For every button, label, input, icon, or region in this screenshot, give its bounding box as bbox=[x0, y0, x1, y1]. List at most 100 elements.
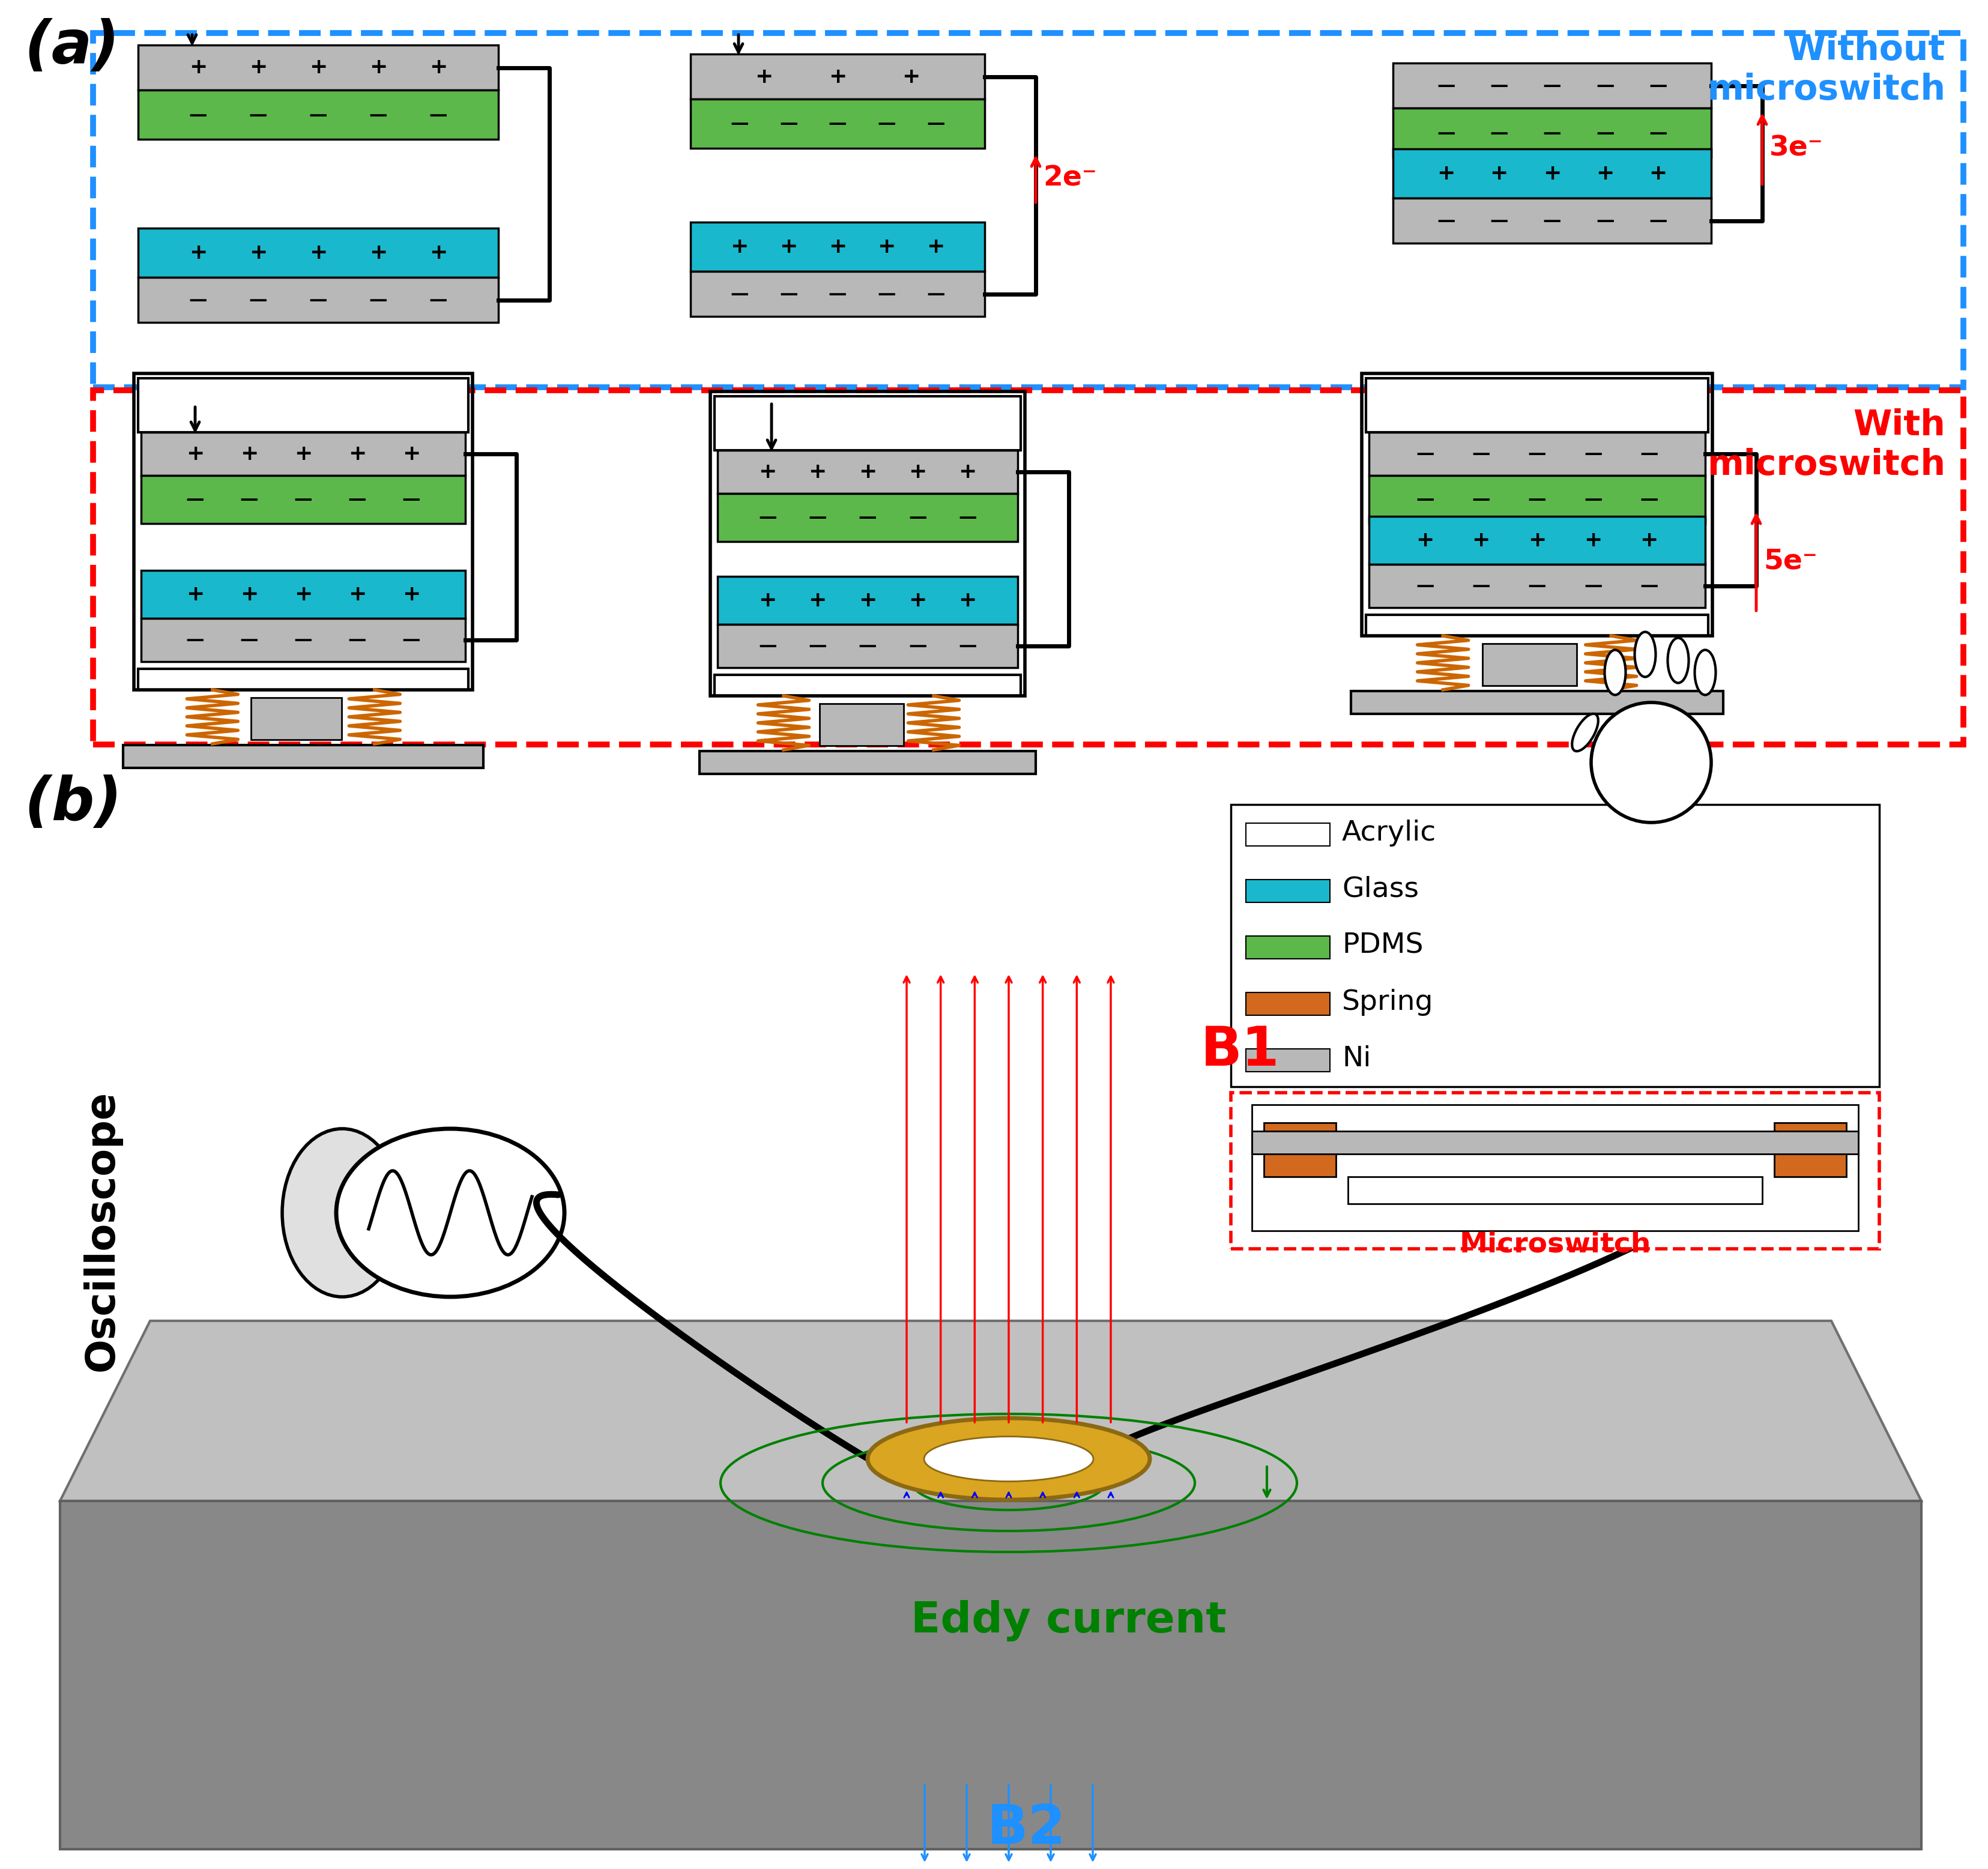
Ellipse shape bbox=[924, 1437, 1093, 1482]
Text: —: — bbox=[189, 292, 207, 308]
Text: —: — bbox=[370, 107, 388, 123]
Text: —: — bbox=[1437, 77, 1455, 93]
Text: —: — bbox=[730, 116, 749, 133]
Text: —: — bbox=[1415, 578, 1433, 594]
Text: —: — bbox=[1543, 77, 1561, 93]
Text: —: — bbox=[757, 637, 777, 654]
Text: —: — bbox=[829, 286, 847, 303]
Text: 5e⁻: 5e⁻ bbox=[1763, 548, 1817, 576]
Text: +: + bbox=[958, 462, 976, 482]
Text: B2: B2 bbox=[988, 1802, 1066, 1856]
Text: —: — bbox=[1437, 211, 1455, 230]
Bar bbox=[1394, 64, 1712, 108]
FancyBboxPatch shape bbox=[1231, 1093, 1879, 1248]
Text: +: + bbox=[370, 58, 388, 78]
Text: —: — bbox=[958, 637, 976, 654]
Bar bbox=[137, 277, 499, 323]
Bar bbox=[1252, 1131, 1859, 1153]
Text: +: + bbox=[829, 65, 847, 86]
Text: —: — bbox=[1648, 77, 1668, 93]
Bar bbox=[1370, 564, 1706, 607]
Text: Acrylic: Acrylic bbox=[1342, 819, 1437, 847]
Text: —: — bbox=[877, 116, 897, 133]
Text: +: + bbox=[909, 591, 926, 611]
Text: —: — bbox=[429, 107, 447, 123]
Text: +: + bbox=[348, 585, 366, 604]
Text: +: + bbox=[730, 237, 749, 256]
Bar bbox=[710, 391, 1026, 695]
Text: —: — bbox=[909, 508, 926, 527]
Bar bbox=[714, 396, 1020, 450]
Text: +: + bbox=[429, 243, 447, 264]
Text: —: — bbox=[1471, 578, 1491, 594]
Text: —: — bbox=[348, 492, 366, 508]
Bar bbox=[137, 45, 499, 90]
Text: —: — bbox=[859, 508, 877, 527]
Text: —: — bbox=[308, 107, 328, 123]
Text: —: — bbox=[1640, 445, 1658, 464]
Text: —: — bbox=[730, 286, 749, 303]
Text: —: — bbox=[1596, 77, 1614, 93]
Text: —: — bbox=[1584, 445, 1602, 464]
Bar bbox=[1394, 198, 1712, 243]
Text: +: + bbox=[757, 462, 777, 482]
Bar bbox=[137, 228, 499, 277]
Bar bbox=[133, 374, 473, 690]
Text: —: — bbox=[248, 107, 266, 123]
Ellipse shape bbox=[1668, 637, 1688, 682]
Circle shape bbox=[1590, 703, 1712, 822]
Text: +: + bbox=[248, 58, 266, 78]
Text: +: + bbox=[877, 237, 897, 256]
Text: —: — bbox=[1543, 123, 1561, 142]
Ellipse shape bbox=[1634, 632, 1656, 677]
Text: +: + bbox=[1650, 163, 1668, 183]
Text: +: + bbox=[1415, 531, 1433, 551]
Text: +: + bbox=[1584, 531, 1602, 551]
Bar bbox=[1370, 475, 1706, 523]
Text: +: + bbox=[294, 443, 312, 464]
Text: +: + bbox=[241, 585, 258, 604]
Text: —: — bbox=[1415, 445, 1433, 464]
Bar bbox=[690, 99, 984, 148]
Ellipse shape bbox=[336, 1129, 565, 1297]
Text: —: — bbox=[1584, 578, 1602, 594]
Text: +: + bbox=[909, 462, 926, 482]
Text: —: — bbox=[829, 116, 847, 133]
Bar bbox=[141, 475, 465, 523]
Text: —: — bbox=[809, 508, 827, 527]
Polygon shape bbox=[60, 1501, 1920, 1848]
Bar bbox=[141, 432, 465, 475]
Polygon shape bbox=[60, 1321, 1920, 1501]
Bar bbox=[718, 576, 1018, 624]
Text: 2e⁻: 2e⁻ bbox=[1044, 164, 1097, 193]
Bar bbox=[700, 751, 1036, 774]
Text: —: — bbox=[1596, 211, 1614, 230]
Text: —: — bbox=[1489, 123, 1509, 142]
Bar bbox=[1394, 150, 1712, 198]
Text: —: — bbox=[1543, 211, 1561, 230]
Text: Microswitch: Microswitch bbox=[1459, 1232, 1650, 1258]
Text: +: + bbox=[308, 243, 328, 264]
Text: Spring: Spring bbox=[1342, 989, 1433, 1015]
Text: +: + bbox=[429, 58, 447, 78]
Text: —: — bbox=[1648, 123, 1668, 142]
Text: —: — bbox=[1584, 492, 1602, 508]
Text: +: + bbox=[1543, 163, 1561, 183]
Bar bbox=[1370, 432, 1706, 475]
Bar bbox=[1370, 516, 1706, 564]
Text: +: + bbox=[859, 591, 877, 611]
Bar bbox=[1264, 1123, 1336, 1177]
Bar bbox=[137, 90, 499, 140]
Text: —: — bbox=[429, 292, 447, 308]
Text: +: + bbox=[1640, 531, 1658, 551]
Text: 3e⁻: 3e⁻ bbox=[1769, 135, 1823, 163]
Bar bbox=[141, 619, 465, 662]
Text: —: — bbox=[294, 632, 312, 649]
Text: —: — bbox=[1437, 123, 1455, 142]
Text: —: — bbox=[370, 292, 388, 308]
Text: —: — bbox=[1471, 492, 1491, 508]
Text: —: — bbox=[1529, 492, 1547, 508]
Ellipse shape bbox=[1694, 650, 1716, 695]
Text: —: — bbox=[294, 492, 312, 508]
Text: +: + bbox=[189, 58, 207, 78]
